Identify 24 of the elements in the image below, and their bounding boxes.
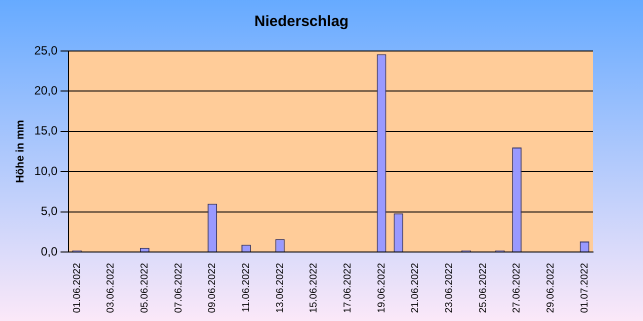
chart-title: Niederschlag <box>254 13 349 30</box>
x-tick-label: 13.06.2022 <box>274 262 286 314</box>
x-tick-label: 25.06.2022 <box>478 262 489 314</box>
x-tick-label: 11.06.2022 <box>240 262 252 312</box>
x-tick-label: 15.06.2022 <box>308 262 320 314</box>
x-tick-label: 09.06.2022 <box>207 262 218 314</box>
x-tick-label: 07.06.2022 <box>173 262 184 314</box>
x-tick-label: 01.06.2022 <box>72 262 83 314</box>
y-tick-label: 10,0 <box>34 164 58 178</box>
x-tick-label: 21.06.2022 <box>410 262 422 314</box>
x-tick-label: 03.06.2022 <box>106 262 117 314</box>
x-tick-label: 01.07.2022 <box>579 262 590 314</box>
x-tick-label: 29.06.2022 <box>545 262 556 314</box>
x-tick-label: 05.06.2022 <box>139 262 150 314</box>
x-tick-label: 17.06.2022 <box>342 262 354 314</box>
x-tick-label: 27.06.2022 <box>512 262 523 314</box>
y-tick-label: 20,0 <box>34 84 58 98</box>
y-tick-label: 25,0 <box>34 43 58 58</box>
y-tick-label: 0,0 <box>40 244 58 258</box>
y-tick-label: 5,0 <box>40 204 58 218</box>
y-tick-label: 15,0 <box>34 124 58 138</box>
y-axis-title: Höhe in mm <box>14 120 27 183</box>
x-tick-label: 23.06.2022 <box>444 262 455 314</box>
x-tick-label: 19.06.2022 <box>376 262 388 314</box>
